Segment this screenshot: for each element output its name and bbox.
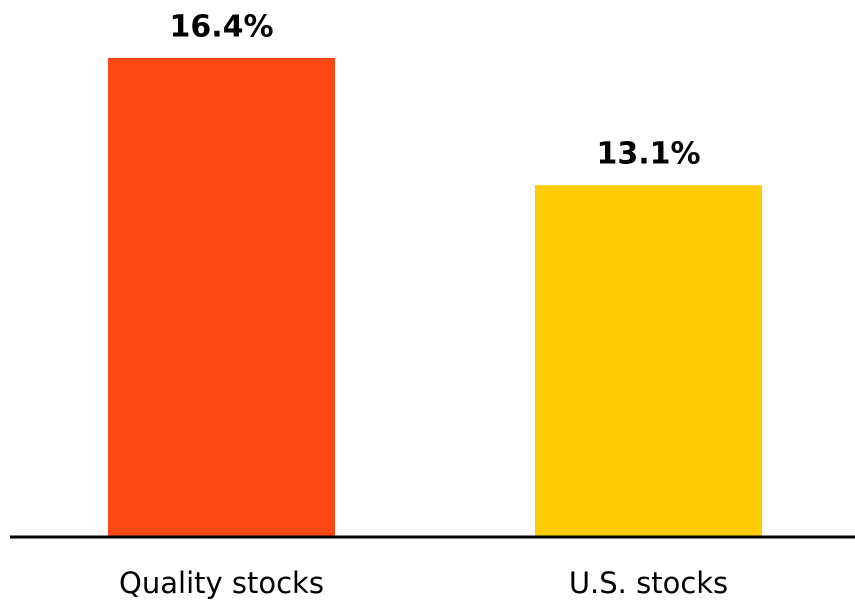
value-label: 16.4% (169, 9, 273, 44)
x-tick-label: U.S. stocks (569, 566, 728, 600)
bar (535, 185, 762, 536)
bar (108, 57, 335, 536)
x-tick-label: Quality stocks (119, 566, 324, 600)
value-label: 13.1% (596, 137, 700, 172)
